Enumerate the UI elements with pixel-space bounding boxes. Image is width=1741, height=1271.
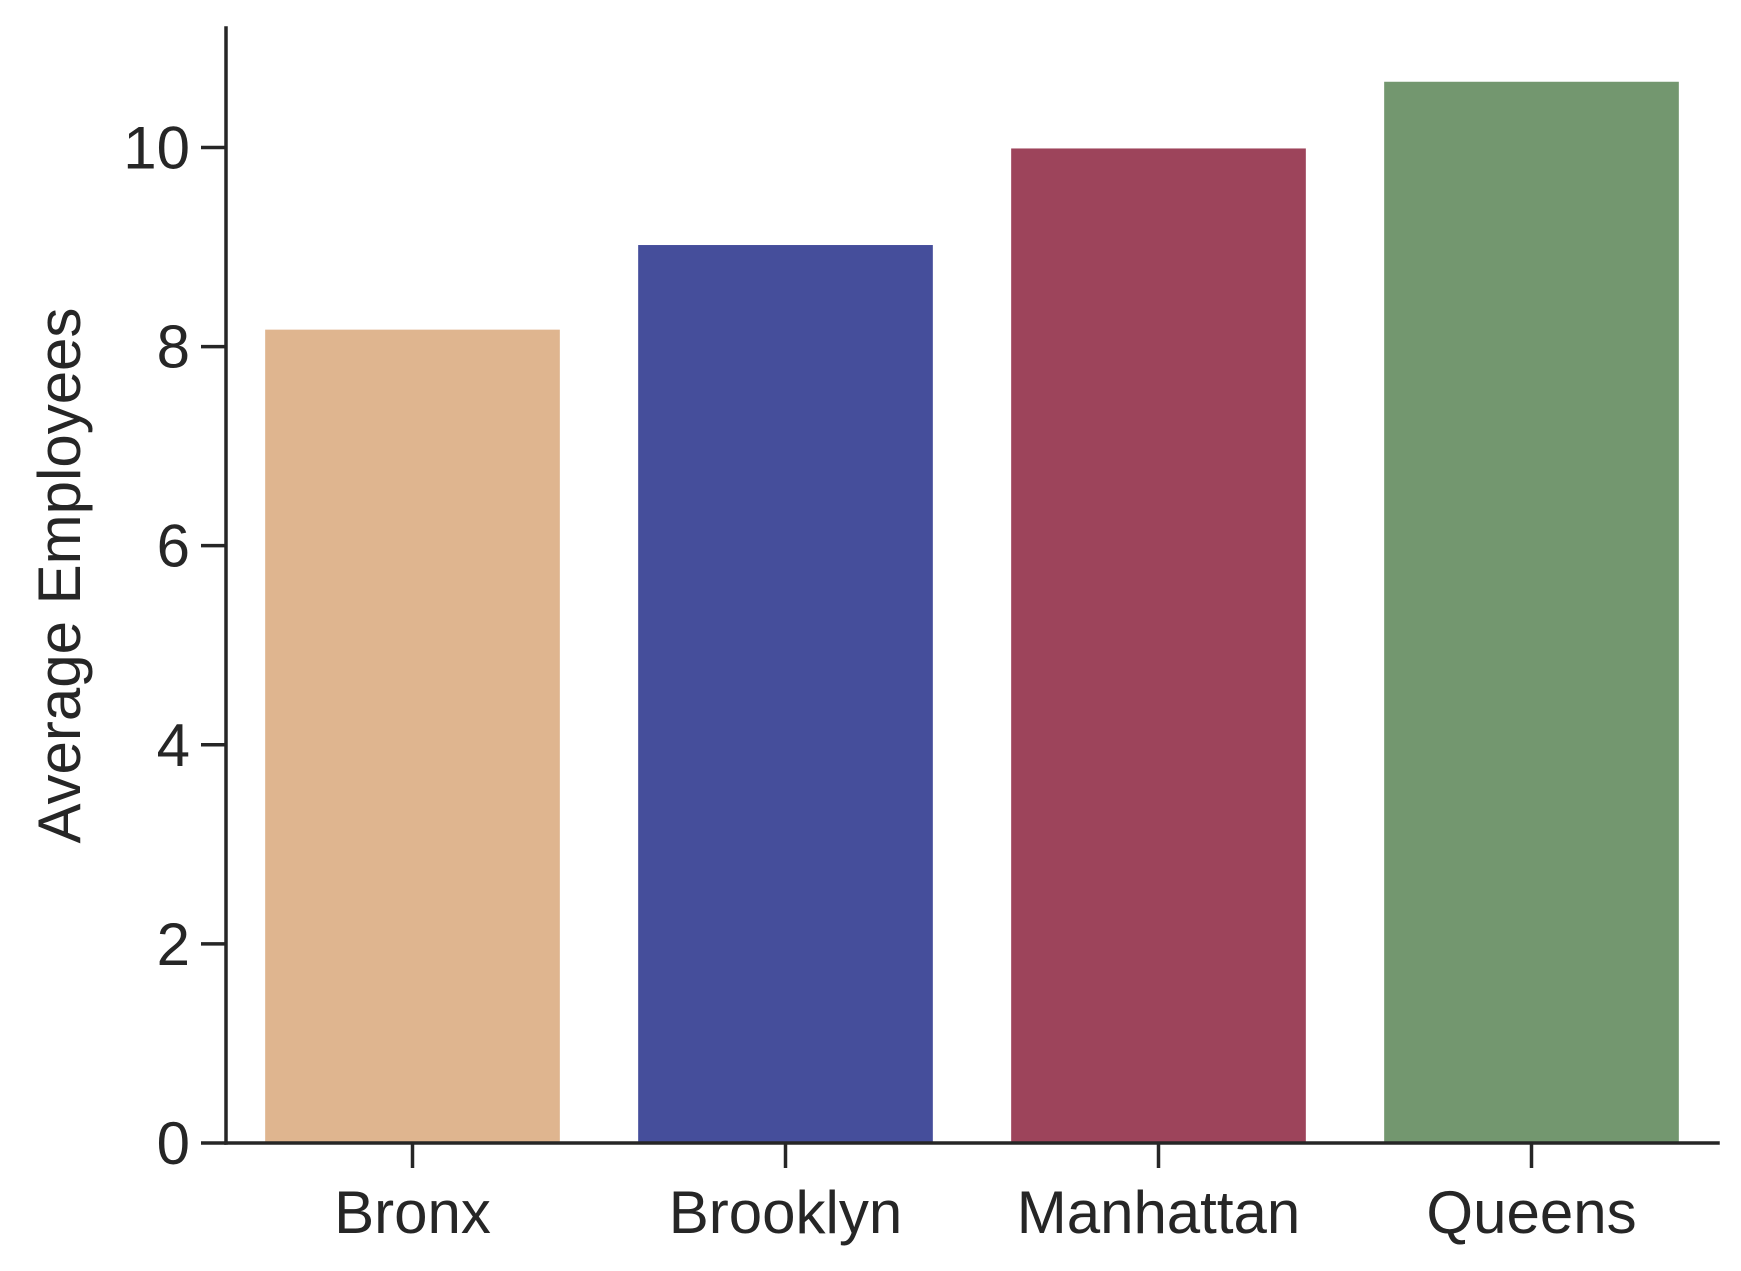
y-tick-label: 2	[157, 911, 190, 978]
bars-group	[265, 81, 1679, 1144]
bar-queens	[1384, 81, 1679, 1144]
y-tick-label: 10	[123, 114, 190, 181]
y-axis-label: Average Employees	[26, 308, 93, 844]
x-axis-ticks: Bronx Brooklyn Manhattan Queens	[334, 1143, 1637, 1246]
x-tick-label-brooklyn: Brooklyn	[669, 1179, 902, 1246]
bar-brooklyn	[638, 245, 933, 1143]
x-tick-label-bronx: Bronx	[334, 1179, 491, 1246]
y-tick-label: 0	[157, 1110, 190, 1177]
y-tick-label: 6	[157, 513, 190, 580]
y-axis-ticks: 0 2 4 6 8 10	[123, 114, 226, 1177]
bar-manhattan	[1011, 148, 1306, 1143]
y-tick-label: 8	[157, 314, 190, 381]
y-tick-label: 4	[157, 712, 190, 779]
x-tick-label-manhattan: Manhattan	[1017, 1179, 1301, 1246]
x-tick-label-queens: Queens	[1426, 1179, 1636, 1246]
bar-bronx	[265, 329, 560, 1143]
